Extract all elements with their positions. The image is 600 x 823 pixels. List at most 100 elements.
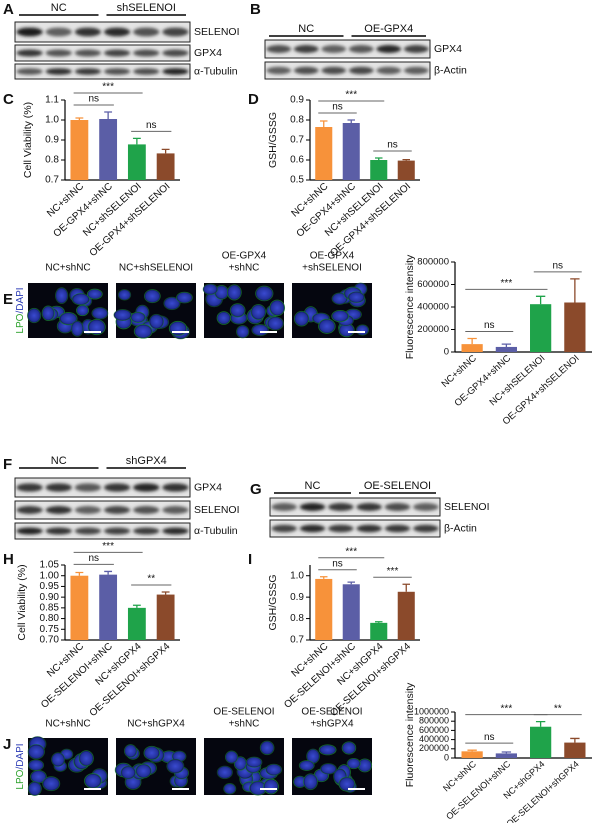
nucleus bbox=[236, 325, 250, 339]
bar bbox=[530, 726, 552, 758]
y-tick-label: 1.1 bbox=[45, 95, 59, 106]
nucleus bbox=[113, 309, 132, 321]
scale-bar bbox=[172, 788, 189, 790]
band-label: GPX4 bbox=[194, 47, 222, 59]
y-tick-label: 0.95 bbox=[40, 581, 60, 592]
nucleus bbox=[76, 304, 90, 317]
nucleus bbox=[143, 745, 160, 761]
scale-bar bbox=[260, 331, 277, 333]
significance-label: ns bbox=[484, 320, 495, 331]
y-axis-label: Fluorescence intensity bbox=[404, 254, 416, 359]
band-label: GPX4 bbox=[194, 481, 222, 493]
nucleus bbox=[166, 758, 185, 774]
significance-label: ** bbox=[554, 703, 562, 714]
blot-band bbox=[266, 45, 292, 53]
blot-band bbox=[162, 483, 189, 492]
nucleus bbox=[27, 307, 42, 324]
bar bbox=[156, 594, 175, 640]
band-label: SELENOI bbox=[444, 501, 490, 513]
nucleus bbox=[318, 744, 337, 756]
nucleus bbox=[87, 318, 106, 336]
blot-band bbox=[16, 483, 43, 492]
group-label: NC bbox=[298, 23, 314, 35]
error-bar bbox=[570, 737, 580, 743]
blot-band bbox=[133, 27, 160, 37]
image-label: +shNC bbox=[229, 263, 260, 274]
blot-band bbox=[403, 66, 429, 75]
image-label: +shNC bbox=[229, 719, 260, 730]
blot-band bbox=[133, 527, 160, 535]
image-label: OE-GPX4 bbox=[310, 251, 355, 262]
error-bar bbox=[75, 571, 84, 576]
error-bar bbox=[467, 337, 477, 345]
blot-band bbox=[45, 527, 72, 535]
stain-label: LPO/DAPI bbox=[15, 287, 26, 333]
blot-band bbox=[356, 524, 382, 533]
error-bar bbox=[161, 148, 170, 154]
blot-band bbox=[16, 49, 43, 57]
nucleus bbox=[133, 324, 153, 339]
blot-band bbox=[321, 45, 347, 53]
y-tick-label: 600000 bbox=[419, 725, 449, 735]
blot-band bbox=[271, 503, 297, 511]
blot-band bbox=[162, 506, 189, 514]
bar bbox=[495, 753, 517, 758]
error-bar bbox=[535, 295, 546, 305]
group-label: shGPX4 bbox=[126, 455, 167, 467]
band-label: α-Tubulin bbox=[194, 65, 238, 77]
significance-label: ns bbox=[146, 120, 157, 131]
panel-letter: E bbox=[3, 291, 13, 308]
blot-band bbox=[413, 503, 439, 511]
nucleus bbox=[346, 757, 361, 770]
significance-label: *** bbox=[102, 82, 114, 93]
significance-label: *** bbox=[345, 90, 357, 101]
y-tick-label: 0.8 bbox=[45, 155, 59, 166]
nucleus bbox=[59, 312, 78, 326]
y-tick-label: 0.5 bbox=[290, 175, 304, 186]
y-tick-label: 0.75 bbox=[40, 624, 60, 635]
bar bbox=[564, 302, 586, 352]
bar bbox=[127, 144, 146, 180]
y-tick-label: 0.7 bbox=[45, 175, 59, 186]
bar bbox=[315, 578, 333, 640]
error-bar bbox=[104, 570, 113, 575]
y-tick-label: 400000 bbox=[417, 302, 449, 313]
image-label: +shGPX4 bbox=[310, 719, 354, 730]
blot-band bbox=[45, 483, 72, 492]
panel-letter: A bbox=[3, 1, 14, 18]
blot-strip bbox=[14, 44, 191, 62]
nucleus bbox=[298, 760, 315, 771]
blot-band bbox=[266, 66, 292, 75]
nucleus bbox=[27, 759, 45, 771]
y-tick-label: 600000 bbox=[417, 279, 449, 290]
error-bar bbox=[75, 117, 84, 120]
significance-label: ns bbox=[88, 553, 99, 564]
y-tick-label: 0.9 bbox=[290, 592, 304, 603]
y-tick-label: 0.85 bbox=[40, 602, 60, 613]
y-tick-label: 1.0 bbox=[290, 570, 304, 581]
significance-label: ns bbox=[332, 102, 343, 113]
bar bbox=[370, 160, 388, 180]
y-axis-label: GSH/GSSG bbox=[267, 574, 279, 630]
y-tick-label: 200000 bbox=[417, 324, 449, 335]
panel-letter: H bbox=[3, 551, 14, 568]
stain-text: LPO bbox=[15, 313, 26, 333]
bar bbox=[156, 153, 175, 180]
blot-band bbox=[162, 27, 189, 37]
blot-band bbox=[328, 503, 354, 511]
nucleus bbox=[41, 305, 55, 321]
significance-label: *** bbox=[501, 278, 513, 289]
y-tick-label: 0.7 bbox=[290, 635, 304, 646]
y-axis-label: Fluorescence intensity bbox=[404, 682, 416, 787]
error-bar bbox=[570, 278, 580, 303]
nucleus bbox=[318, 318, 336, 334]
error-bar bbox=[161, 591, 170, 595]
nucleus bbox=[148, 313, 164, 330]
nucleus bbox=[269, 299, 286, 317]
stain-text: LPO bbox=[15, 769, 26, 789]
blot-band bbox=[133, 506, 160, 514]
band-label: GPX4 bbox=[434, 43, 462, 55]
y-tick-label: 0.8 bbox=[290, 115, 304, 126]
